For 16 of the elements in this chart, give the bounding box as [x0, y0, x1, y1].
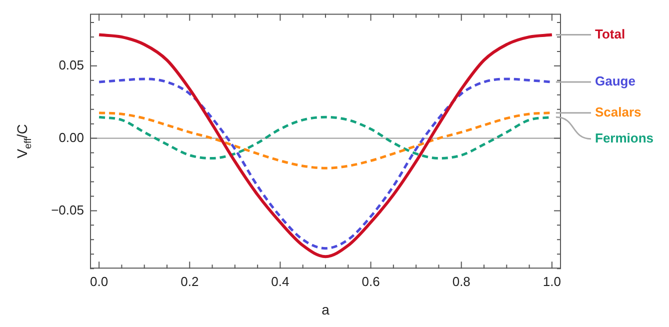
- x-tick-label: 0.0: [90, 274, 108, 289]
- line-series: [98, 33, 554, 258]
- text: Gauge: [595, 74, 636, 89]
- y-tick-label: 0.00: [58, 130, 84, 145]
- x-axis-title: a: [322, 301, 330, 318]
- y-tick-label: 0.05: [58, 57, 84, 72]
- x-tick-label: 0.6: [362, 274, 380, 289]
- y-axis-title: Veff/C: [14, 124, 34, 158]
- x-tick-label: 1.0: [542, 274, 561, 289]
- x-tick-label: 0.4: [271, 274, 290, 289]
- y-tick-label: −0.05: [51, 202, 84, 218]
- text: Fermions: [595, 130, 654, 146]
- text: Total: [595, 26, 626, 42]
- x-tick-label: 0.8: [452, 274, 470, 289]
- text: Scalars: [595, 104, 642, 120]
- x-tick-label: 0.2: [180, 274, 199, 289]
